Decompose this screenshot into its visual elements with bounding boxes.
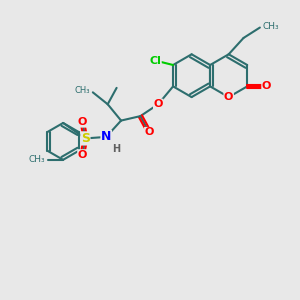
Text: Cl: Cl bbox=[149, 56, 161, 65]
Text: O: O bbox=[78, 150, 87, 160]
Text: CH₃: CH₃ bbox=[28, 155, 45, 164]
Text: O: O bbox=[145, 128, 154, 137]
Text: S: S bbox=[81, 132, 90, 145]
Text: CH₃: CH₃ bbox=[263, 22, 280, 31]
Text: N: N bbox=[101, 130, 111, 143]
Text: O: O bbox=[224, 92, 233, 102]
Text: O: O bbox=[78, 117, 87, 127]
Text: O: O bbox=[154, 99, 163, 109]
Text: H: H bbox=[112, 144, 121, 154]
Text: CH₃: CH₃ bbox=[74, 86, 90, 95]
Text: O: O bbox=[262, 81, 271, 92]
